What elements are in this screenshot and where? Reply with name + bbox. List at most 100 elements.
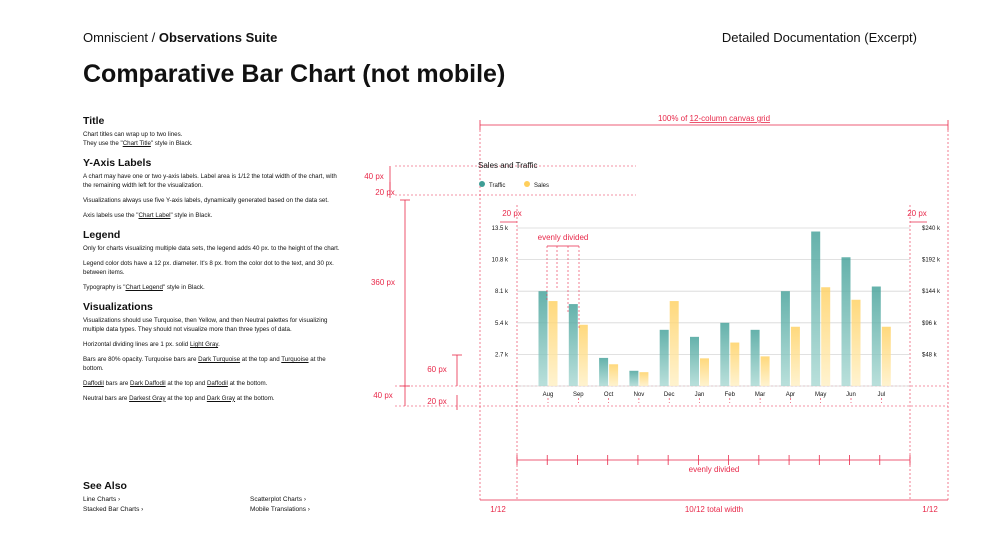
chart-title: Sales and Traffic [478, 161, 537, 170]
y-right-tick-label: $96 k [922, 321, 938, 327]
color-link[interactable]: Dark Daffodil [130, 379, 166, 387]
left-padding-annotation: 20 px [502, 209, 522, 218]
y-left-tick-label: 2.7 k [495, 352, 509, 358]
bar-sales [760, 356, 770, 386]
see-also-heading: See Also [83, 480, 127, 492]
bar-traffic [871, 286, 881, 386]
legend-label-sales: Sales [534, 183, 549, 189]
section-text: Chart titles can wrap up to two lines. Th… [83, 131, 193, 147]
y-right-tick-label: $144 k [922, 289, 941, 295]
style-link[interactable]: Chart Legend [125, 283, 163, 291]
bar-traffic [629, 370, 639, 386]
style-link[interactable]: Chart Title [122, 139, 151, 147]
bar-traffic [841, 257, 851, 386]
x-tick-label: Sep [573, 392, 584, 398]
page-title: Comparative Bar Chart (not mobile) [83, 60, 506, 88]
x-tick-label: Mar [755, 392, 765, 398]
x-tick-label: Feb [725, 392, 736, 398]
x-tick-label: May [815, 392, 826, 398]
y-left-tick-label: 13.5 k [492, 226, 509, 232]
legend-dot-traffic [479, 181, 485, 187]
evenly-divided-top-annotation: evenly divided [538, 233, 589, 242]
color-link[interactable]: Daffodil [206, 379, 228, 387]
bar-traffic [568, 304, 578, 386]
section-text: A chart may have one or two y-axis label… [83, 172, 337, 189]
section-text: Bars are 80% opacity. Turquoise bars are… [83, 355, 326, 372]
legend-gap-annotation: 20 px [375, 188, 395, 197]
bar-sales [730, 342, 740, 386]
color-link[interactable]: Turquoise [281, 355, 309, 363]
center-fraction-annotation: 10/12 total width [685, 505, 743, 514]
section-text: Legend color dots have a 12 px. diameter… [83, 259, 334, 276]
bar-sales [790, 326, 800, 386]
section-text: Only for charts visualizing multiple dat… [83, 244, 340, 252]
breadcrumb: Omniscient / Observations Suite [83, 30, 277, 45]
documentation-column: Title Chart titles can wrap up to two li… [83, 115, 343, 412]
bar-traffic [780, 291, 790, 386]
x-tick-label: Dec [664, 392, 675, 398]
color-link[interactable]: Daffodil [83, 379, 104, 387]
axis-height-annotation: 40 px [373, 391, 393, 400]
bar-sales [548, 301, 558, 386]
full-width-annotation: 100% of 12-column canvas grid [658, 114, 770, 123]
bar-traffic [720, 322, 730, 386]
bar-traffic [750, 329, 760, 386]
bar-sales [821, 287, 831, 386]
bar-sales [578, 324, 588, 386]
bar-sales [700, 358, 709, 386]
style-link[interactable]: Chart Label [138, 211, 171, 219]
bar-sales [639, 372, 649, 386]
y-left-tick-label: 8.1 k [495, 289, 509, 295]
bar-traffic [659, 329, 669, 386]
section-heading: Visualizations [83, 300, 153, 313]
section-title: Title Chart titles can wrap up to two li… [83, 115, 343, 149]
link-mobile-translations[interactable]: Mobile Translations › [250, 506, 310, 513]
right-padding-annotation: 20 px [907, 209, 927, 218]
color-link[interactable]: Dark Gray [206, 394, 236, 402]
bar-traffic [690, 336, 699, 386]
link-stacked-bar-charts[interactable]: Stacked Bar Charts › [83, 506, 144, 513]
brand-name: Omniscient [83, 30, 149, 45]
bottom-division-marks [516, 455, 911, 465]
y-right-tick-label: $240 k [922, 226, 941, 232]
see-also: See Also Line Charts › Scatterplot Chart… [83, 480, 343, 513]
bar-bottom-annotation: 60 px [427, 365, 447, 374]
y-right-tick-label: $48 k [922, 352, 938, 358]
chart-height-annotation: 360 px [371, 278, 395, 287]
bar-sales [669, 301, 679, 386]
section-heading: Y-Axis Labels [83, 156, 152, 169]
breadcrumb-separator: / [148, 30, 159, 45]
suite-name: Observations Suite [158, 30, 278, 45]
section-text: Neutral bars are Darkest Gray at the top… [83, 394, 275, 402]
y-right-tick-label: $192 k [922, 258, 941, 264]
color-link[interactable]: Dark Turquoise [198, 355, 241, 363]
bar-sales [609, 364, 619, 386]
bar-sales [851, 299, 861, 386]
color-link[interactable]: Darkest Gray [129, 394, 166, 402]
bar-traffic [538, 291, 548, 386]
doc-label: Detailed Documentation (Excerpt) [721, 30, 917, 45]
left-fraction-annotation: 1/12 [490, 505, 506, 514]
link-scatterplot-charts[interactable]: Scatterplot Charts › [250, 496, 306, 503]
bar-chart: 13.5 k $240 k 10.8 k $192 k 8.1 k $144 k 5.4 k… [492, 226, 941, 403]
x-tick-label: Nov [634, 392, 645, 398]
section-legend: Legend Only for charts visualizing multi… [83, 229, 343, 293]
x-tick-label: Jul [877, 392, 885, 398]
section-text: Axis labels use the "Chart Label" style … [83, 211, 213, 219]
y-left-tick-label: 10.8 k [492, 258, 509, 264]
bar-traffic [811, 231, 821, 386]
section-text: Horizontal dividing lines are 1 px. soli… [83, 340, 220, 348]
link-line-charts[interactable]: Line Charts › [83, 496, 121, 503]
x-tick-label: Apr [786, 392, 795, 398]
section-heading: Legend [83, 228, 121, 241]
axis-gap-annotation: 20 px [427, 397, 447, 406]
bar-sales [881, 326, 891, 386]
x-tick-label: Jan [695, 392, 705, 398]
color-link[interactable]: Light Gray [189, 340, 219, 348]
legend-dot-sales [524, 181, 530, 187]
section-visualizations: Visualizations Visualizations should use… [83, 301, 343, 404]
right-fraction-annotation: 1/12 [922, 505, 938, 514]
x-tick-label: Jun [846, 392, 856, 398]
legend-label-traffic: Traffic [489, 183, 505, 189]
